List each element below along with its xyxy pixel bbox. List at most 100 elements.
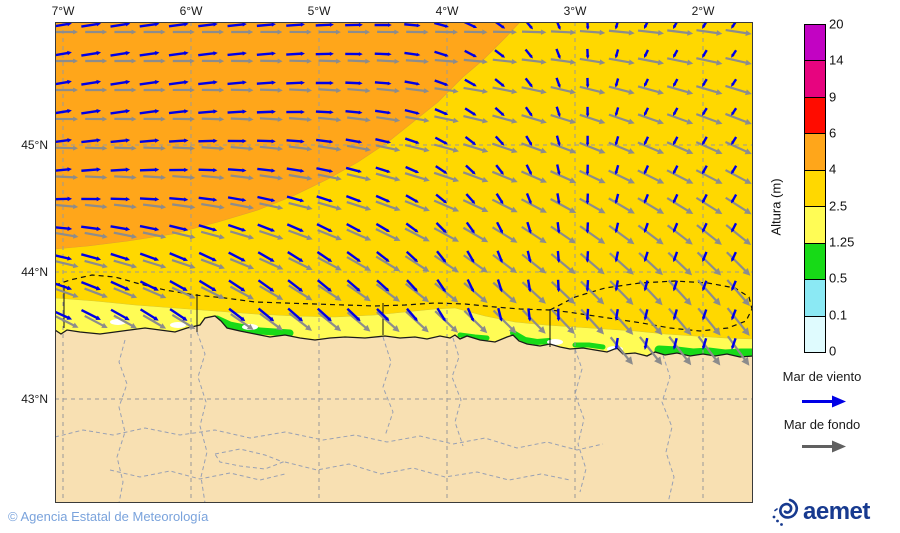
swell-arrow-head: [73, 145, 79, 151]
swell-arrow: [608, 57, 631, 64]
wind-arrow-head: [213, 80, 218, 85]
swell-arrow: [171, 286, 193, 298]
swell-arrow: [433, 143, 456, 152]
swell-arrow: [317, 256, 339, 270]
wind-arrow: [316, 223, 331, 232]
swell-arrow: [637, 197, 661, 213]
wind-arrow: [110, 109, 128, 115]
swell-arrow-head: [656, 177, 665, 184]
wind-arrow-head: [125, 197, 131, 202]
swell-arrow: [259, 202, 280, 209]
wind-arrow: [497, 307, 503, 320]
swell-arrow-head: [160, 145, 166, 151]
swell-arrow: [375, 283, 397, 300]
wind-arrow-head: [643, 170, 648, 175]
swell-arrow-head: [72, 322, 79, 328]
wind-arrow: [702, 107, 708, 115]
swell-arrow-head: [247, 264, 255, 270]
wind-arrow: [228, 307, 244, 321]
wind-arrow-head: [585, 171, 590, 176]
wind-arrow: [139, 139, 157, 144]
wind-arrow-head: [125, 22, 131, 27]
swell-arrow: [201, 117, 221, 121]
province-border: [55, 427, 604, 451]
wind-arrow: [702, 309, 708, 319]
swell-arrow-head: [305, 324, 312, 331]
wind-arrow: [731, 136, 738, 144]
wind-arrow: [673, 337, 678, 348]
swell-arrow-head: [394, 176, 401, 182]
wind-arrow-head: [242, 80, 247, 85]
swell-arrow-head: [160, 293, 167, 299]
wind-arrow-head: [614, 258, 619, 263]
wind-arrow: [526, 221, 532, 232]
wind-arrow-head: [125, 167, 131, 172]
swell-arrow: [491, 198, 515, 212]
wind-arrow-head: [357, 198, 362, 203]
wind-arrow: [169, 280, 186, 291]
swell-arrow-head: [712, 327, 721, 336]
wind-arrow: [287, 251, 302, 262]
swell-arrow-head: [277, 204, 284, 211]
colorbar-tick-label: 6: [829, 125, 837, 141]
swell-arrow: [259, 285, 281, 299]
province-border: [196, 331, 208, 503]
wind-arrow: [256, 81, 274, 85]
wind-arrow: [228, 279, 244, 291]
wind-arrow: [731, 222, 738, 232]
swell-arrow: [142, 231, 163, 238]
wind-arrow-head: [643, 54, 648, 59]
wind-arrow: [168, 22, 186, 28]
wind-arrow: [524, 48, 533, 58]
wind-arrow-head: [95, 315, 101, 320]
wind-arrow: [525, 193, 532, 203]
swell-arrow: [520, 198, 544, 212]
province-border: [661, 354, 675, 503]
swell-arrow-head: [421, 295, 430, 303]
swell-arrow-head: [102, 233, 108, 239]
swell-arrow: [201, 146, 221, 150]
swell-arrow-head: [686, 148, 694, 155]
wind-arrow-head: [702, 82, 706, 87]
swell-arrow: [259, 312, 280, 329]
swell-arrow: [666, 141, 690, 153]
swell-arrow-head: [539, 236, 547, 244]
swell-arrow-head: [540, 59, 547, 65]
swell-arrow-head: [716, 30, 723, 36]
wind-arrow: [346, 251, 360, 262]
swell-arrow: [463, 86, 485, 93]
swell-arrow: [346, 228, 368, 240]
swell-arrow-head: [626, 267, 634, 275]
swell-arrow-head: [686, 177, 694, 184]
wind-arrow: [405, 165, 418, 174]
swell-arrow: [550, 253, 573, 272]
colorbar-segment: [805, 243, 825, 281]
wind-arrow: [586, 279, 590, 290]
wind-arrow-head: [702, 199, 706, 204]
swell-arrow-head: [598, 207, 606, 214]
wind-arrow-head: [327, 258, 333, 262]
wind-arrow-head: [471, 170, 476, 175]
wind-arrow: [465, 164, 475, 174]
swell-arrow: [667, 251, 690, 273]
wind-arrow: [316, 167, 331, 173]
wind-arrow: [168, 51, 186, 57]
wind-arrow-head: [213, 138, 218, 143]
swell-arrow: [200, 230, 222, 239]
wind-arrow-head: [329, 110, 334, 115]
swell-arrow-head: [306, 29, 312, 35]
wind-arrow: [731, 193, 738, 202]
swell-arrow-head: [423, 29, 429, 35]
swell-arrow-head: [102, 145, 108, 151]
land-region: [55, 316, 753, 503]
swell-arrow: [318, 59, 338, 63]
swell-arrow-head: [482, 88, 489, 94]
swell-arrow-head: [102, 58, 108, 64]
swell-arrow-head: [335, 235, 342, 241]
latitude-label: 43°N: [21, 392, 48, 406]
swell-arrow-head: [276, 264, 284, 270]
swell-arrow-head: [131, 145, 137, 151]
wind-arrow-head: [154, 197, 160, 202]
swell-arrow-head: [160, 204, 167, 210]
swell-arrow: [492, 58, 514, 63]
